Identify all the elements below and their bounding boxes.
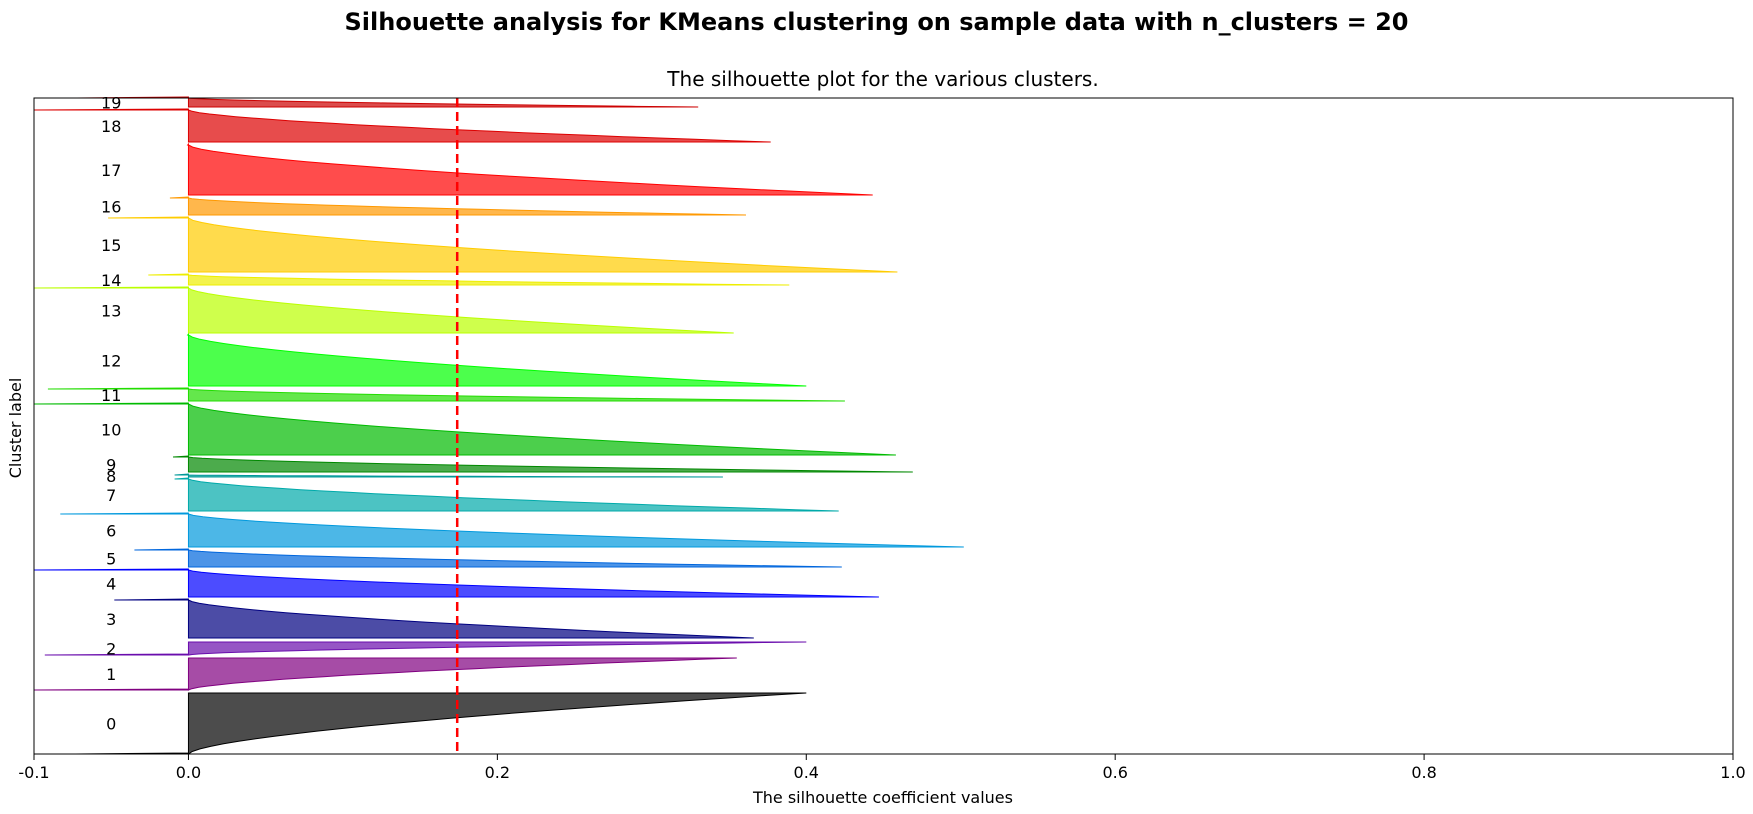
cluster-18-area	[33, 108, 771, 143]
x-axis-label: The silhouette coefficient values	[752, 788, 1013, 807]
x-tick-label: 0.4	[794, 763, 819, 782]
cluster-label-2: 2	[106, 640, 116, 659]
cluster-5-area	[134, 548, 842, 568]
cluster-7-area	[174, 477, 839, 512]
cluster-label-19: 19	[101, 94, 121, 113]
cluster-label-4: 4	[106, 575, 116, 594]
cluster-label-6: 6	[106, 522, 116, 541]
cluster-label-18: 18	[101, 117, 121, 136]
cluster-13-area	[33, 286, 734, 334]
cluster-9-area	[172, 455, 913, 473]
cluster-label-12: 12	[101, 352, 121, 371]
x-tick-label: -0.1	[18, 763, 49, 782]
x-tick-label: 0.6	[1102, 763, 1127, 782]
cluster-16-area	[169, 196, 747, 216]
x-axis-ticks: -0.1 0.0 0.2 0.4 0.6 0.8 1.0	[18, 754, 1746, 782]
cluster-8-area	[174, 473, 723, 478]
cluster-label-0: 0	[106, 715, 116, 734]
cluster-14-area	[148, 273, 790, 286]
cluster-areas	[33, 96, 964, 755]
x-tick-label: 1.0	[1720, 763, 1745, 782]
cluster-1-area	[33, 657, 737, 691]
cluster-6-area	[60, 512, 964, 548]
cluster-0-area	[75, 692, 807, 755]
plot-frame	[33, 97, 1734, 755]
cluster-label-16: 16	[101, 198, 121, 217]
x-tick-label: 0.0	[176, 763, 201, 782]
x-tick-label: 0.2	[485, 763, 510, 782]
figure-suptitle: Silhouette analysis for KMeans clusterin…	[344, 8, 1409, 36]
cluster-17-area	[186, 142, 873, 196]
cluster-10-area	[33, 402, 896, 456]
cluster-label-14: 14	[101, 271, 121, 290]
cluster-3-area	[114, 598, 754, 639]
cluster-12-area	[186, 332, 807, 387]
cluster-2-area	[44, 641, 807, 656]
cluster-label-9: 9	[106, 456, 116, 475]
cluster-label-10: 10	[101, 421, 121, 440]
cluster-11-area	[47, 387, 845, 402]
cluster-15-area	[108, 216, 898, 273]
cluster-label-17: 17	[101, 161, 121, 180]
y-axis-label: Cluster label	[6, 378, 25, 479]
cluster-4-area	[33, 568, 879, 598]
cluster-label-13: 13	[101, 302, 121, 321]
axes-title: The silhouette plot for the various clus…	[666, 67, 1098, 91]
cluster-label-15: 15	[101, 236, 121, 255]
cluster-label-11: 11	[101, 386, 121, 405]
x-tick-label: 0.8	[1411, 763, 1436, 782]
cluster-label-1: 1	[106, 665, 116, 684]
cluster-label-5: 5	[106, 550, 116, 569]
cluster-label-7: 7	[106, 486, 116, 505]
cluster-label-8: 8	[106, 467, 116, 486]
cluster-label-3: 3	[106, 610, 116, 629]
